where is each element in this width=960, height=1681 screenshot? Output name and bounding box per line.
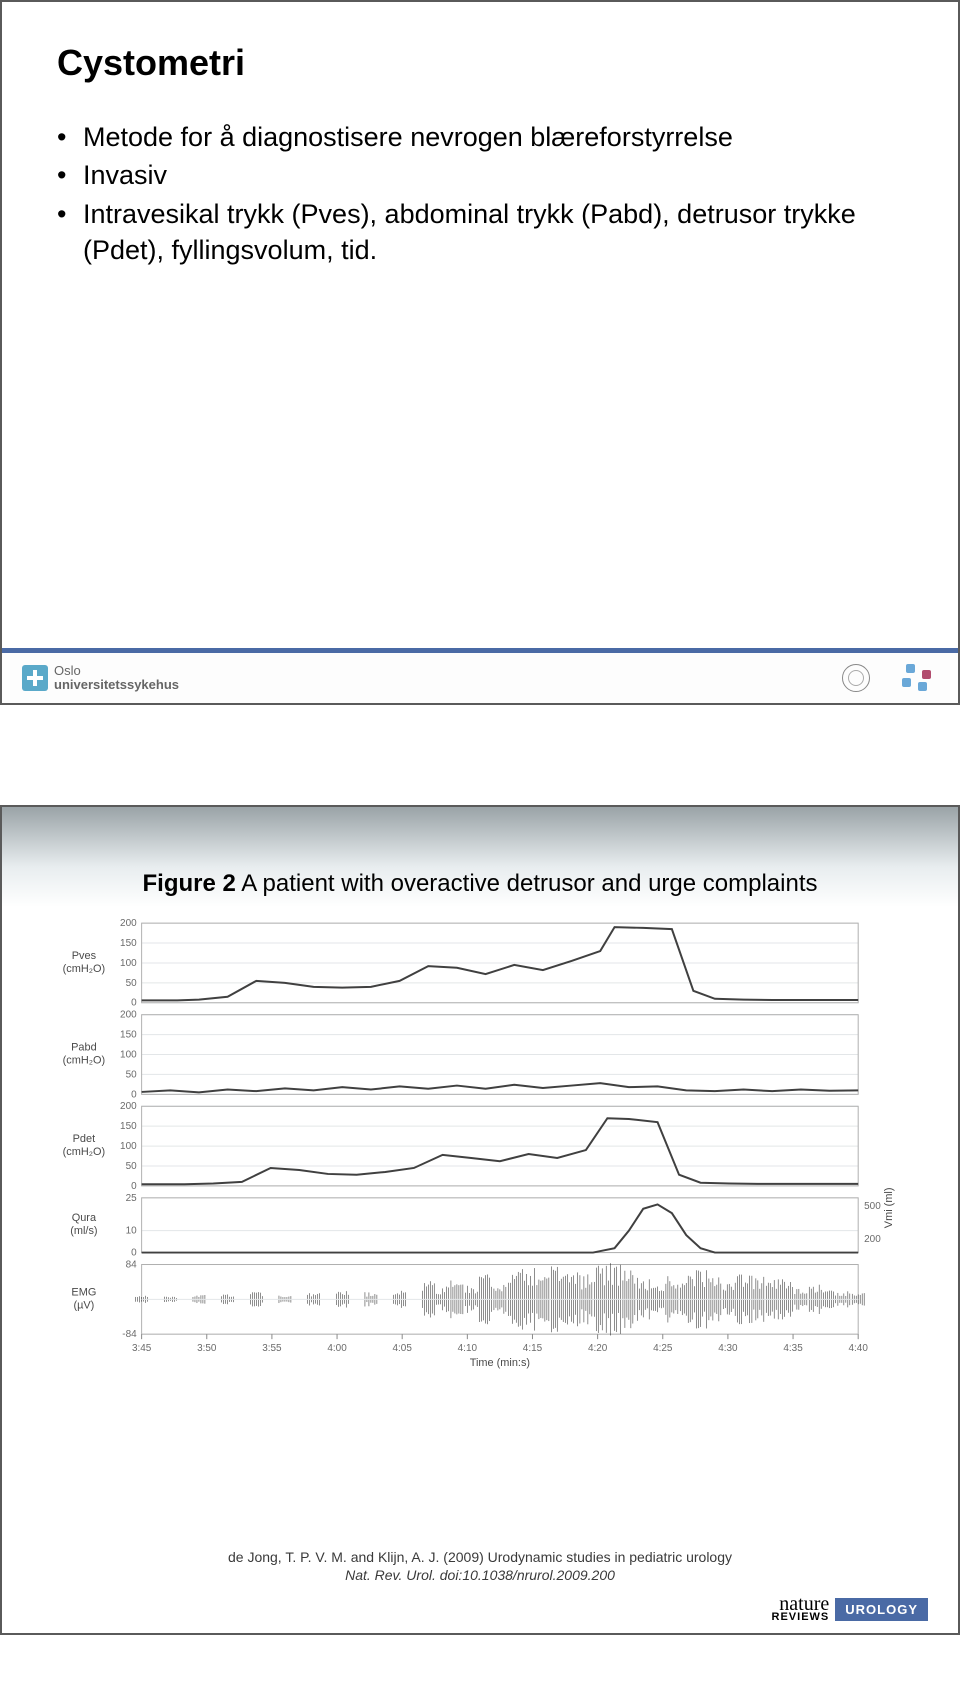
partner-dots-icon [900, 664, 938, 692]
svg-text:0: 0 [131, 998, 137, 1009]
svg-text:Vmi (ml): Vmi (ml) [883, 1187, 895, 1228]
figure-number: Figure 2 [142, 870, 235, 897]
citation-journal: Nat. Rev. Urol. doi:10.1038/nrurol.2009.… [2, 1567, 958, 1583]
svg-text:150: 150 [120, 1121, 137, 1132]
svg-text:EMG: EMG [71, 1286, 96, 1298]
svg-text:100: 100 [120, 1141, 137, 1152]
svg-text:84: 84 [126, 1259, 138, 1270]
svg-text:150: 150 [120, 1030, 137, 1041]
svg-text:(ml/s): (ml/s) [70, 1225, 97, 1237]
svg-text:4:40: 4:40 [849, 1343, 869, 1354]
svg-text:3:50: 3:50 [197, 1343, 217, 1354]
slide-footer: Oslo universitetssykehus [2, 648, 958, 703]
svg-text:4:10: 4:10 [458, 1343, 478, 1354]
org-line1: Oslo [54, 664, 179, 678]
svg-text:200: 200 [120, 1101, 137, 1112]
svg-text:Pabd: Pabd [71, 1042, 97, 1054]
org-line2: universitetssykehus [54, 678, 179, 692]
svg-text:0: 0 [131, 1181, 137, 1192]
svg-text:-84: -84 [122, 1329, 137, 1340]
svg-text:(µV): (µV) [73, 1299, 94, 1311]
figure-caption: Figure 2 A patient with overactive detru… [142, 869, 817, 899]
bullet-item: Invasiv [57, 157, 903, 193]
svg-text:Pdet: Pdet [73, 1133, 96, 1145]
figure-caption-bar: Figure 2 A patient with overactive detru… [2, 807, 958, 907]
chart-container: 050100150200Pves(cmH₂O)050100150200Pabd(… [2, 907, 958, 1412]
slide-figure: Figure 2 A patient with overactive detru… [0, 805, 960, 1635]
svg-text:4:35: 4:35 [783, 1343, 803, 1354]
nature-text: nature REVIEWS [772, 1595, 830, 1623]
svg-text:4:25: 4:25 [653, 1343, 673, 1354]
svg-text:200: 200 [120, 1010, 137, 1021]
urology-badge: UROLOGY [835, 1598, 928, 1621]
svg-text:100: 100 [120, 1050, 137, 1061]
citation-authors: de Jong, T. P. V. M. and Klijn, A. J. (2… [2, 1549, 958, 1565]
svg-text:25: 25 [126, 1193, 138, 1204]
org-name: Oslo universitetssykehus [54, 664, 179, 691]
svg-text:100: 100 [120, 958, 137, 969]
bullet-list: Metode for å diagnostisere nevrogen blær… [57, 119, 903, 269]
citation: de Jong, T. P. V. M. and Klijn, A. J. (2… [2, 1549, 958, 1583]
svg-text:Qura: Qura [72, 1212, 97, 1224]
svg-text:Time (min:s): Time (min:s) [470, 1357, 530, 1369]
svg-text:(cmH₂O): (cmH₂O) [63, 1146, 106, 1158]
svg-text:50: 50 [126, 1069, 138, 1080]
footer-org: Oslo universitetssykehus [22, 664, 179, 691]
svg-text:3:55: 3:55 [262, 1343, 282, 1354]
svg-text:Pves: Pves [72, 950, 97, 962]
slide-cystometri: Cystometri Metode for å diagnostisere ne… [0, 0, 960, 705]
reviews-word: REVIEWS [772, 1613, 830, 1623]
svg-text:10: 10 [126, 1226, 138, 1237]
footer-right [842, 664, 938, 692]
figure-caption-text: A patient with overactive detrusor and u… [236, 870, 818, 897]
svg-text:0: 0 [131, 1089, 137, 1100]
nature-reviews-logo: nature REVIEWS UROLOGY [772, 1595, 928, 1623]
svg-text:50: 50 [126, 978, 138, 989]
svg-text:(cmH₂O): (cmH₂O) [63, 1054, 106, 1066]
svg-text:4:20: 4:20 [588, 1343, 608, 1354]
urodynamics-chart: 050100150200Pves(cmH₂O)050100150200Pabd(… [62, 917, 898, 1407]
slide-content: Cystometri Metode for å diagnostisere ne… [2, 2, 958, 269]
svg-text:4:00: 4:00 [327, 1343, 347, 1354]
svg-text:500: 500 [864, 1201, 881, 1212]
svg-text:4:30: 4:30 [718, 1343, 738, 1354]
hospital-cross-icon [22, 665, 48, 691]
svg-text:200: 200 [864, 1234, 881, 1245]
svg-text:200: 200 [120, 918, 137, 929]
svg-text:4:05: 4:05 [393, 1343, 413, 1354]
bullet-item: Intravesikal trykk (Pves), abdominal try… [57, 196, 903, 269]
svg-text:4:15: 4:15 [523, 1343, 543, 1354]
svg-text:150: 150 [120, 938, 137, 949]
svg-text:50: 50 [126, 1161, 138, 1172]
university-seal-icon [842, 664, 870, 692]
slide-title: Cystometri [57, 42, 903, 84]
svg-text:0: 0 [131, 1248, 137, 1259]
svg-text:(cmH₂O): (cmH₂O) [63, 963, 106, 975]
bullet-item: Metode for å diagnostisere nevrogen blær… [57, 119, 903, 155]
svg-text:3:45: 3:45 [132, 1343, 152, 1354]
